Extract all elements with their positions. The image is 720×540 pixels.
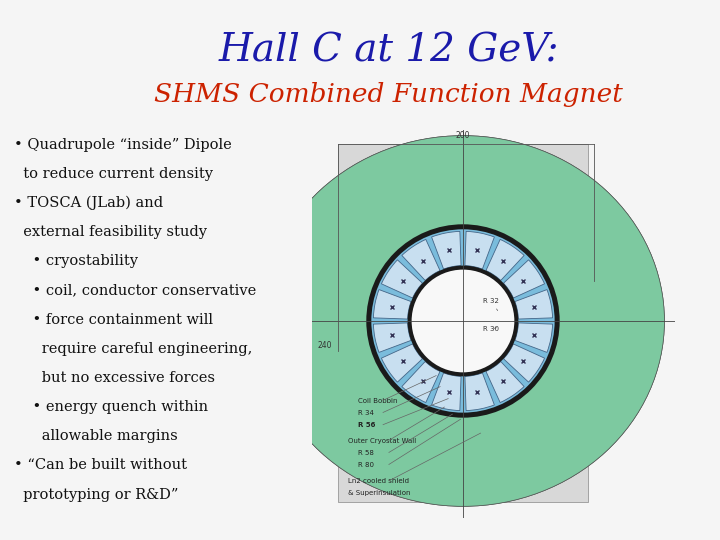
Wedge shape xyxy=(382,344,423,382)
Wedge shape xyxy=(402,239,440,280)
Text: • coil, conductor conservative: • coil, conductor conservative xyxy=(14,284,256,298)
Text: • cryostability: • cryostability xyxy=(14,254,138,268)
Wedge shape xyxy=(374,289,411,319)
Text: & Superinsulation: & Superinsulation xyxy=(348,490,410,496)
Text: 240: 240 xyxy=(318,341,332,350)
Wedge shape xyxy=(503,260,544,298)
Text: allowable margins: allowable margins xyxy=(14,429,178,443)
Text: to reduce current density: to reduce current density xyxy=(14,167,213,181)
Text: R 56: R 56 xyxy=(359,422,376,428)
Wedge shape xyxy=(503,344,544,382)
Text: R 58: R 58 xyxy=(359,450,374,456)
Wedge shape xyxy=(431,231,461,269)
Bar xyxy=(338,144,588,502)
Text: R 30: R 30 xyxy=(483,326,499,332)
Wedge shape xyxy=(465,373,495,410)
Circle shape xyxy=(372,230,554,413)
Text: • force containment will: • force containment will xyxy=(14,313,213,327)
Text: R 80: R 80 xyxy=(359,462,374,468)
Wedge shape xyxy=(515,323,552,353)
Text: Hall C at 12 GeV:: Hall C at 12 GeV: xyxy=(218,33,559,70)
Text: • TOSCA (JLab) and: • TOSCA (JLab) and xyxy=(14,196,163,211)
Text: 200: 200 xyxy=(456,131,470,140)
Text: external feasibility study: external feasibility study xyxy=(14,225,207,239)
Text: • energy quench within: • energy quench within xyxy=(14,400,209,414)
Circle shape xyxy=(366,224,559,417)
Wedge shape xyxy=(431,373,461,410)
Text: • Quadrupole “inside” Dipole: • Quadrupole “inside” Dipole xyxy=(14,138,232,152)
Text: Coil Bobbin: Coil Bobbin xyxy=(359,397,397,403)
Text: R 34: R 34 xyxy=(359,410,374,416)
Ellipse shape xyxy=(261,136,665,507)
Wedge shape xyxy=(515,289,552,319)
Wedge shape xyxy=(374,323,411,353)
Wedge shape xyxy=(486,239,524,280)
Text: Outer Cryostat Wall: Outer Cryostat Wall xyxy=(348,438,416,444)
Circle shape xyxy=(408,266,518,376)
Text: but no excessive forces: but no excessive forces xyxy=(14,371,215,385)
Text: prototyping or R&D”: prototyping or R&D” xyxy=(14,488,179,502)
Text: require careful engineering,: require careful engineering, xyxy=(14,342,253,356)
Ellipse shape xyxy=(261,136,665,507)
Wedge shape xyxy=(402,361,440,402)
Circle shape xyxy=(412,269,514,373)
Text: SHMS Combined Function Magnet: SHMS Combined Function Magnet xyxy=(154,82,624,107)
Text: R 32: R 32 xyxy=(483,298,499,310)
Wedge shape xyxy=(486,361,524,402)
Wedge shape xyxy=(465,231,495,269)
Wedge shape xyxy=(382,260,423,298)
Text: • “Can be built without: • “Can be built without xyxy=(14,458,187,472)
Text: Ln2 cooled shield: Ln2 cooled shield xyxy=(348,478,409,484)
